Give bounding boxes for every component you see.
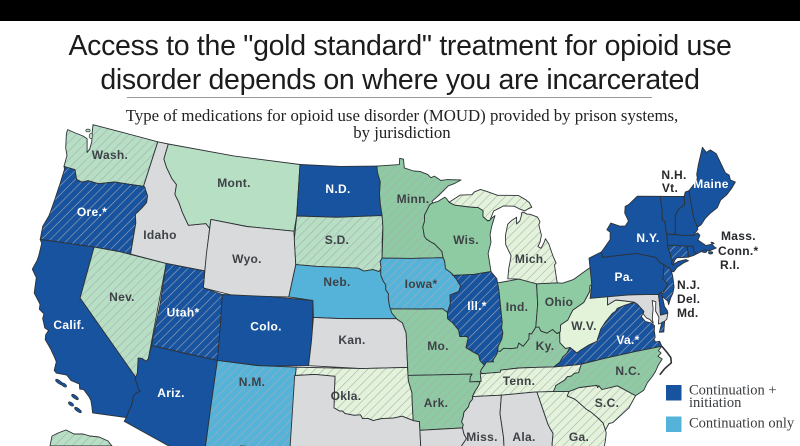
svg-text:Miss.: Miss. bbox=[466, 430, 498, 444]
svg-text:Wyo.: Wyo. bbox=[232, 252, 262, 266]
svg-text:Calif.: Calif. bbox=[53, 318, 84, 332]
svg-text:Neb.: Neb. bbox=[323, 275, 350, 289]
svg-text:Ark.: Ark. bbox=[424, 396, 449, 410]
svg-text:Minn.: Minn. bbox=[397, 192, 430, 206]
svg-text:Ind.: Ind. bbox=[506, 300, 529, 314]
svg-text:Mass.: Mass. bbox=[721, 229, 756, 243]
svg-text:Utah*: Utah* bbox=[167, 306, 200, 320]
svg-text:N.D.: N.D. bbox=[325, 182, 350, 196]
svg-text:Ala.: Ala. bbox=[512, 430, 535, 444]
svg-text:S.C.: S.C. bbox=[595, 396, 620, 410]
svg-text:N.M.: N.M. bbox=[239, 375, 266, 389]
svg-text:N.J.: N.J. bbox=[677, 278, 700, 292]
svg-text:Mont.: Mont. bbox=[217, 176, 251, 190]
svg-text:S.D.: S.D. bbox=[325, 233, 350, 247]
svg-text:Conn.*: Conn.* bbox=[718, 244, 758, 258]
svg-text:Continuation +: Continuation + bbox=[689, 383, 777, 399]
svg-text:Pa.: Pa. bbox=[615, 270, 634, 284]
svg-text:Ore.*: Ore.* bbox=[77, 205, 107, 219]
svg-text:Ga.: Ga. bbox=[569, 430, 589, 444]
svg-text:Colo.: Colo. bbox=[250, 320, 282, 334]
svg-text:Wis.: Wis. bbox=[453, 233, 479, 247]
svg-text:Mo.: Mo. bbox=[427, 339, 449, 353]
svg-text:Nev.: Nev. bbox=[109, 290, 135, 304]
svg-text:Md.: Md. bbox=[677, 306, 699, 320]
svg-text:Wash.: Wash. bbox=[92, 148, 128, 162]
svg-text:W.V.: W.V. bbox=[571, 319, 596, 333]
svg-text:Va.*: Va.* bbox=[616, 333, 639, 347]
svg-text:Vt.: Vt. bbox=[662, 181, 678, 195]
svg-text:N.C.: N.C. bbox=[615, 364, 640, 378]
svg-text:Ohio: Ohio bbox=[545, 295, 574, 309]
svg-text:Ill.*: Ill.* bbox=[467, 299, 487, 313]
svg-text:Del.: Del. bbox=[677, 292, 700, 306]
svg-text:R.I.: R.I. bbox=[720, 258, 740, 272]
svg-text:N.Y.: N.Y. bbox=[636, 231, 659, 245]
svg-text:Okla.: Okla. bbox=[331, 389, 362, 403]
svg-text:Tenn.: Tenn. bbox=[503, 374, 536, 388]
svg-text:Idaho: Idaho bbox=[143, 228, 177, 242]
svg-text:Maine: Maine bbox=[693, 177, 729, 191]
svg-text:initiation: initiation bbox=[689, 395, 742, 411]
svg-text:Kan.: Kan. bbox=[338, 333, 365, 347]
svg-text:N.H.: N.H. bbox=[661, 168, 686, 182]
svg-text:Continuation only: Continuation only bbox=[689, 416, 795, 432]
svg-text:Mich.: Mich. bbox=[515, 252, 547, 266]
svg-text:Ariz.: Ariz. bbox=[157, 386, 185, 400]
svg-text:Iowa*: Iowa* bbox=[405, 277, 438, 291]
svg-text:Ky.: Ky. bbox=[536, 339, 555, 353]
